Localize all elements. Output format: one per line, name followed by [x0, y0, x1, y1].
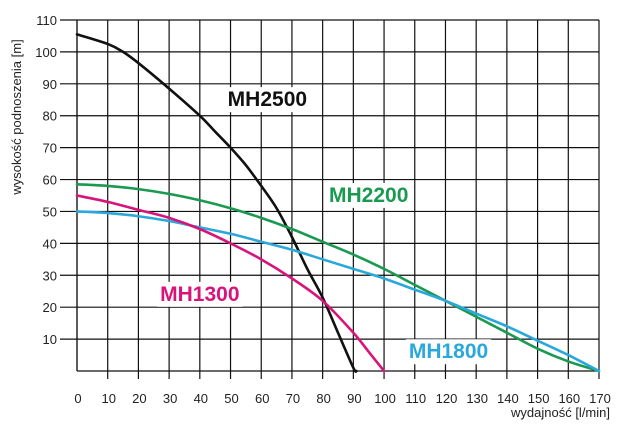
- series-labels: MH2500 MH2200 MH1300 MH1800: [157, 87, 492, 365]
- y-tick-label: 10: [43, 332, 57, 347]
- x-tick-label: 170: [589, 391, 611, 406]
- x-tick-label: 0: [74, 391, 81, 406]
- x-tick-label: 100: [374, 391, 396, 406]
- y-tick-label: 20: [43, 300, 57, 315]
- y-tick-label: 50: [43, 204, 57, 219]
- y-tick-label: 110: [36, 13, 57, 28]
- x-tick-label: 50: [224, 391, 238, 406]
- ticks: 0 10 20 30 40 50 60 70 80 90 100 110 120 130 140 150 160…: [35, 13, 611, 406]
- series-label-mh2200: MH2200: [326, 182, 412, 208]
- series-label-text: MH2500: [228, 88, 307, 111]
- curve-mh2500: [75, 33, 358, 373]
- x-tick-label: 160: [558, 391, 580, 406]
- series-label-background: [224, 87, 311, 113]
- curve-mh1300: [75, 194, 386, 373]
- x-tick-label: 140: [497, 391, 519, 406]
- series-label-text: MH1800: [409, 340, 488, 363]
- x-tick-label: 110: [405, 391, 426, 406]
- x-tick-label: 120: [436, 391, 458, 406]
- series-label-mh2500: MH2500: [224, 87, 311, 113]
- series-label-background: [326, 182, 412, 208]
- curves: [75, 33, 601, 373]
- y-tick-label: 80: [43, 109, 57, 124]
- series-label-mh1300: MH1300: [157, 281, 243, 307]
- x-tick-label: 10: [101, 391, 115, 406]
- x-tick-label: 90: [347, 391, 361, 406]
- y-tick-label: 30: [43, 268, 57, 283]
- y-tick-label: 70: [43, 141, 57, 156]
- x-tick-label: 20: [132, 391, 146, 406]
- series-label-background: [405, 339, 492, 365]
- x-tick-label: 130: [466, 391, 488, 406]
- series-label-text: MH2200: [329, 184, 408, 207]
- y-tick-label: 60: [43, 173, 57, 188]
- x-axis-title: wydajność [l/min]: [510, 405, 610, 420]
- x-tick-label: 80: [316, 391, 330, 406]
- y-axis-title: wysokość podnoszenia [m]: [9, 39, 24, 195]
- y-tick-label: 100: [35, 45, 57, 60]
- series-label-background: [157, 281, 243, 307]
- x-tick-label: 150: [528, 391, 550, 406]
- x-tick-label: 30: [163, 391, 177, 406]
- x-tick-label: 60: [255, 391, 269, 406]
- y-tick-label: 90: [43, 77, 57, 92]
- series-label-text: MH1300: [160, 283, 239, 306]
- series-label-mh1800: MH1800: [405, 339, 492, 365]
- y-tick-label: 40: [43, 236, 57, 251]
- curve-mh1800: [75, 210, 601, 373]
- x-tick-label: 70: [286, 391, 300, 406]
- curve-mh2200: [75, 183, 601, 373]
- x-tick-label: 40: [194, 391, 208, 406]
